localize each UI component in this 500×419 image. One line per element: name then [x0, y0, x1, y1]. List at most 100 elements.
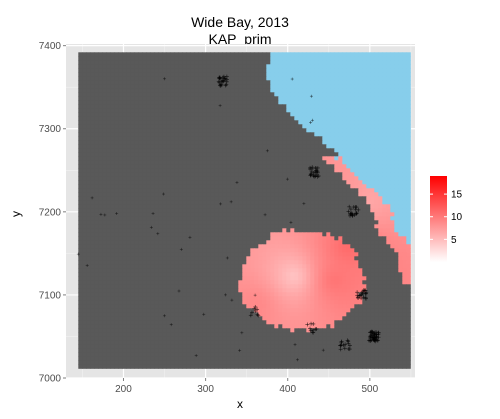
raster-cell: [342, 64, 347, 69]
raster-cell: [222, 216, 227, 221]
raster-cell: [366, 64, 371, 69]
raster-cell: [98, 144, 103, 149]
raster-cell: [230, 52, 235, 57]
raster-cell: [314, 52, 319, 57]
raster-cell: [194, 120, 199, 125]
raster-cell: [398, 52, 403, 57]
raster-cell: [186, 132, 191, 137]
raster-cell: [358, 232, 363, 237]
raster-cell: [378, 204, 383, 209]
raster-cell: [94, 96, 99, 101]
raster-cell: [78, 112, 83, 117]
raster-cell: [190, 116, 195, 121]
raster-cell: [234, 136, 239, 141]
raster-cell: [258, 252, 263, 257]
raster-cell: [202, 272, 207, 277]
raster-cell: [150, 184, 155, 189]
raster-cell: [210, 112, 215, 117]
raster-cell: [354, 96, 359, 101]
raster-cell: [294, 200, 299, 205]
raster-cell: [346, 152, 351, 157]
raster-cell: [146, 208, 151, 213]
raster-cell: [226, 84, 231, 89]
raster-cell: [198, 140, 203, 145]
raster-cell: [230, 96, 235, 101]
raster-cell: [206, 168, 211, 173]
raster-cell: [182, 172, 187, 177]
raster-cell: [298, 236, 303, 241]
raster-cell: [298, 104, 303, 109]
raster-cell: [338, 132, 343, 137]
raster-cell: [162, 204, 167, 209]
raster-cell: [222, 268, 227, 273]
raster-cell: [354, 148, 359, 153]
raster-cell: [314, 252, 319, 257]
raster-cell: [186, 248, 191, 253]
raster-cell: [166, 280, 171, 285]
raster-cell: [222, 132, 227, 137]
raster-cell: [194, 256, 199, 261]
raster-cell: [110, 156, 115, 161]
raster-cell: [134, 160, 139, 165]
raster-cell: [322, 116, 327, 121]
raster-cell: [406, 100, 411, 105]
raster-cell: [306, 100, 311, 105]
raster-cell: [382, 252, 387, 257]
raster-cell: [150, 196, 155, 201]
raster-cell: [246, 124, 251, 129]
raster-cell: [346, 192, 351, 197]
raster-cell: [166, 112, 171, 117]
raster-cell: [94, 244, 99, 249]
raster-cell: [210, 136, 215, 141]
raster-cell: [306, 112, 311, 117]
raster-cell: [134, 112, 139, 117]
raster-cell: [314, 140, 319, 145]
raster-cell: [210, 208, 215, 213]
raster-cell: [158, 84, 163, 89]
raster-cell: [134, 248, 139, 253]
raster-cell: [350, 68, 355, 73]
raster-cell: [334, 248, 339, 253]
raster-cell: [362, 128, 367, 133]
raster-cell: [238, 88, 243, 93]
raster-cell: [186, 56, 191, 61]
raster-cell: [130, 96, 135, 101]
raster-cell: [262, 172, 267, 177]
raster-cell: [366, 132, 371, 137]
raster-cell: [334, 92, 339, 97]
raster-cell: [234, 120, 239, 125]
raster-cell: [162, 212, 167, 217]
raster-cell: [402, 184, 407, 189]
raster-cell: [278, 248, 283, 253]
raster-cell: [370, 152, 375, 157]
raster-cell: [338, 104, 343, 109]
raster-cell: [222, 156, 227, 161]
raster-cell: [78, 228, 83, 233]
raster-cell: [322, 268, 327, 273]
raster-cell: [278, 224, 283, 229]
raster-cell: [94, 76, 99, 81]
raster-cell: [174, 208, 179, 213]
raster-cell: [202, 80, 207, 85]
raster-cell: [174, 252, 179, 257]
raster-cell: [246, 208, 251, 213]
raster-cell: [230, 68, 235, 73]
raster-cell: [350, 240, 355, 245]
raster-cell: [350, 132, 355, 137]
raster-cell: [222, 96, 227, 101]
raster-cell: [190, 248, 195, 253]
raster-cell: [114, 244, 119, 249]
raster-cell: [158, 124, 163, 129]
raster-cell: [138, 136, 143, 141]
raster-cell: [170, 216, 175, 221]
raster-cell: [114, 204, 119, 209]
raster-cell: [374, 248, 379, 253]
raster-cell: [106, 52, 111, 57]
raster-cell: [126, 228, 131, 233]
raster-cell: [354, 256, 359, 261]
raster-cell: [334, 124, 339, 129]
raster-cell: [134, 132, 139, 137]
raster-cell: [194, 236, 199, 241]
raster-cell: [214, 140, 219, 145]
raster-cell: [78, 96, 83, 101]
